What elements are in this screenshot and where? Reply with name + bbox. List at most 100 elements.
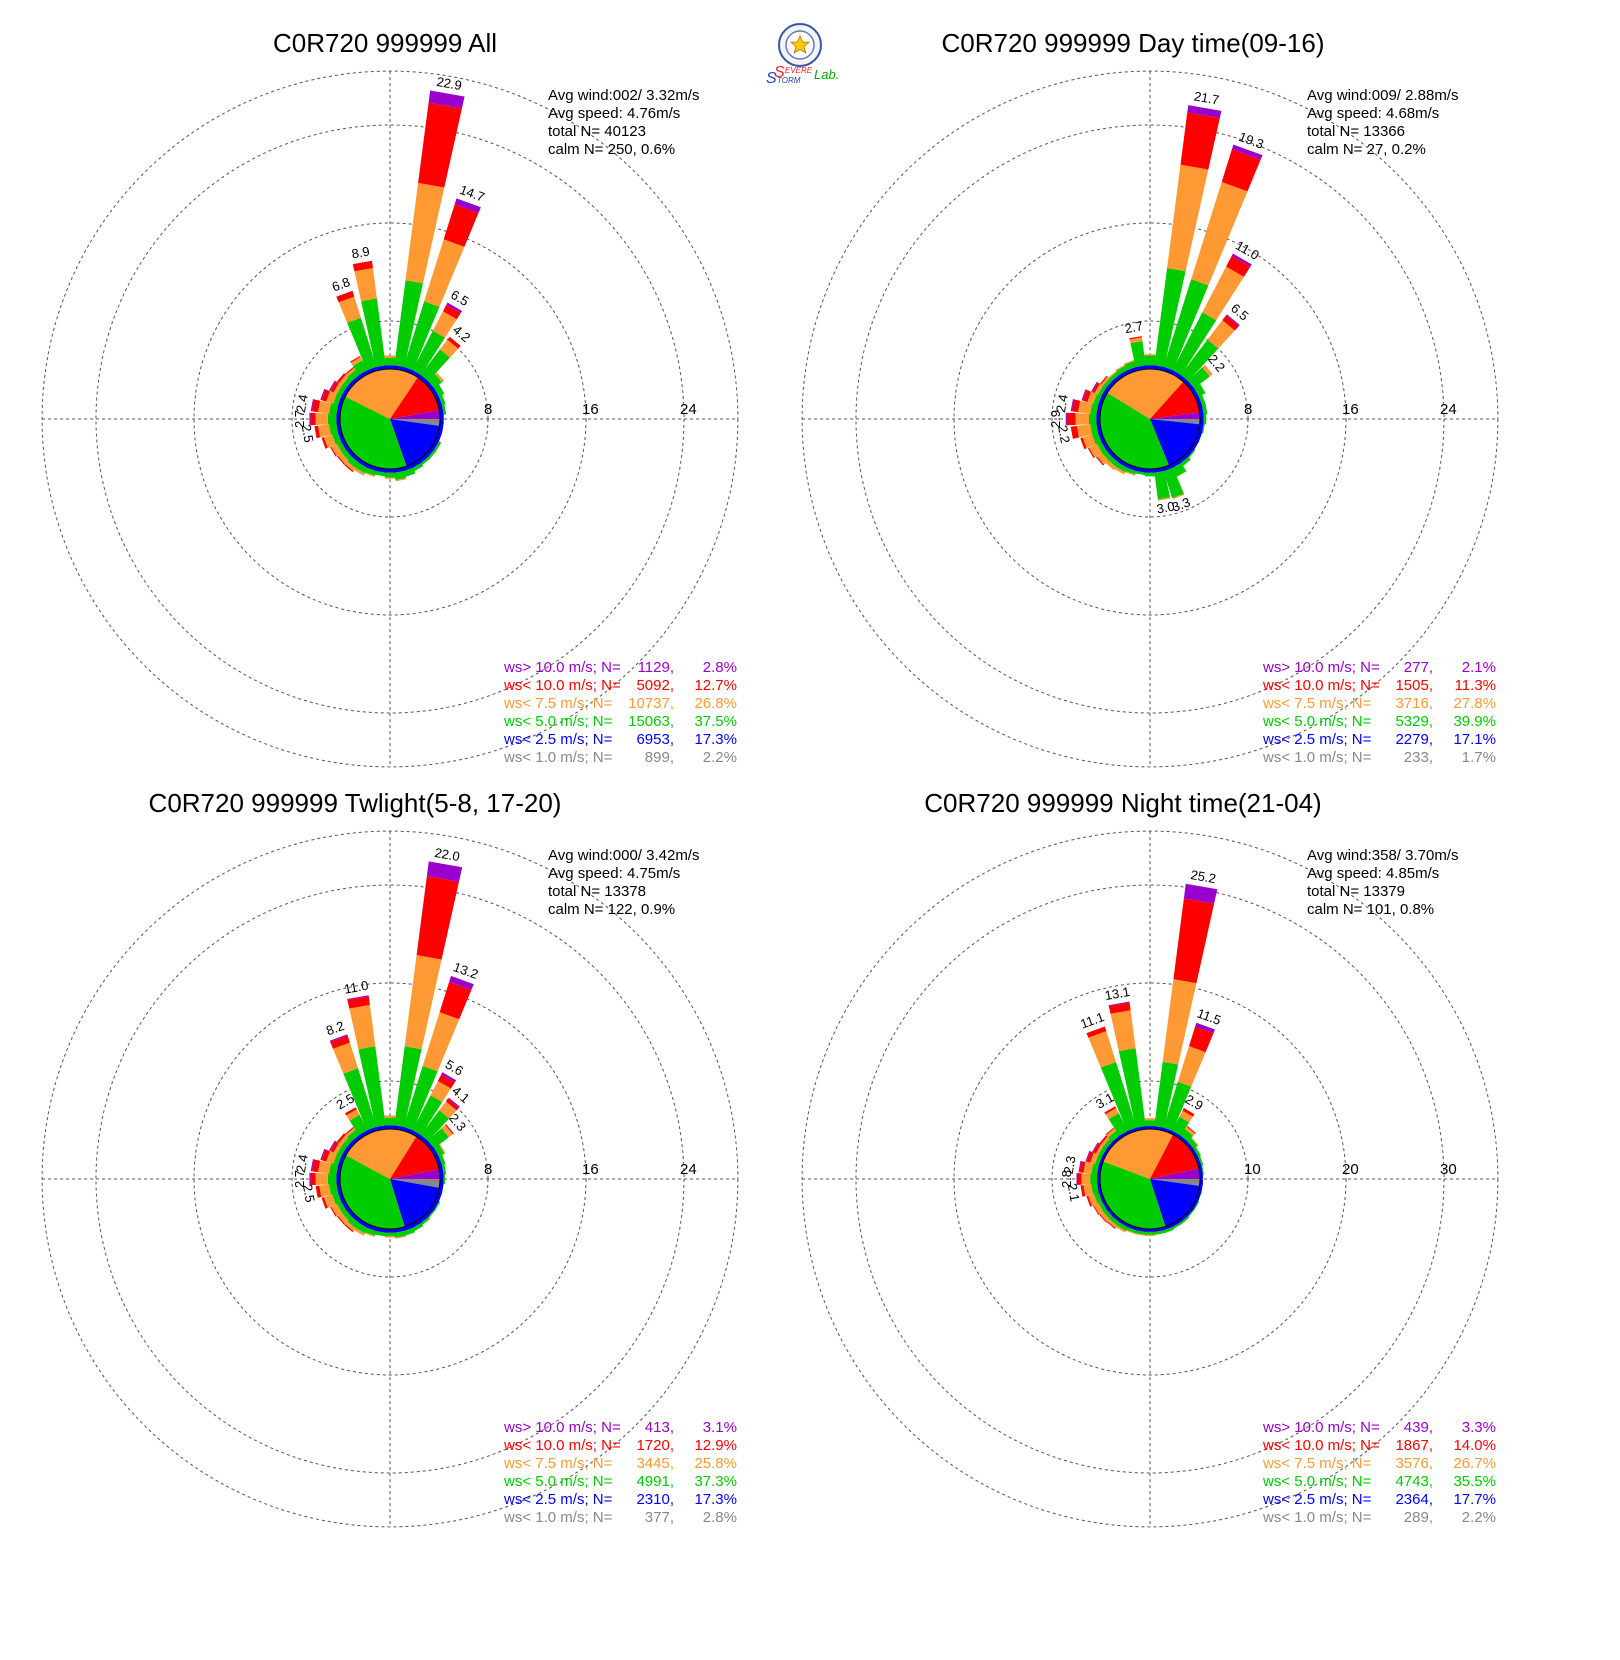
bar-segment xyxy=(1091,381,1098,392)
bar-segment xyxy=(1172,1222,1182,1230)
bar-segment xyxy=(329,1140,336,1151)
bar-segment xyxy=(402,464,414,472)
direction-bar-320 xyxy=(1105,1127,1122,1144)
bar-segment xyxy=(336,385,346,397)
bar-segment xyxy=(1185,380,1195,391)
bar-segment xyxy=(1195,395,1203,407)
pie-slice xyxy=(1150,1179,1200,1186)
bar-segment xyxy=(354,268,377,302)
direction-bar-300 xyxy=(1092,1142,1110,1159)
pie-slice xyxy=(390,1179,440,1188)
direction-bar-10: 21.7 xyxy=(1153,88,1222,371)
direction-bar-290 xyxy=(320,1148,345,1167)
bar-segment xyxy=(1163,1081,1192,1131)
direction-bar-300 xyxy=(329,1140,350,1159)
bar-segment xyxy=(384,1118,396,1126)
legend-count: 1505, xyxy=(1395,677,1433,694)
direction-bar-350: 11.0 xyxy=(343,978,387,1131)
bar-segment xyxy=(430,1199,439,1211)
pie-slice xyxy=(390,1169,440,1179)
bar-segment xyxy=(1226,255,1251,277)
bar-segment xyxy=(341,1147,350,1159)
direction-bar-290 xyxy=(320,388,345,407)
bar-segment xyxy=(1183,883,1218,904)
bar-segment xyxy=(320,388,326,401)
bar-segment xyxy=(1104,1106,1117,1115)
bar-segment xyxy=(424,239,465,307)
bar-segment xyxy=(1096,441,1106,453)
bar-segment xyxy=(422,1012,460,1072)
bar-segment xyxy=(432,311,457,338)
bar-segment xyxy=(1127,1224,1138,1231)
bar-segment xyxy=(1201,1164,1204,1175)
bar-segment xyxy=(1085,1150,1091,1162)
bar-segment xyxy=(321,437,328,449)
bar-segment xyxy=(448,1097,460,1108)
direction-bar-350: 8.9 xyxy=(350,243,387,371)
grid-ring xyxy=(953,222,1347,616)
legend-count: 289, xyxy=(1404,1509,1433,1526)
direction-bar-330: 3.1 xyxy=(1093,1090,1130,1139)
bar-segment xyxy=(321,389,330,402)
bar-segment xyxy=(309,1172,311,1186)
bar-segment xyxy=(347,456,360,469)
bar-segment xyxy=(337,1155,345,1167)
bar-segment xyxy=(1145,1229,1155,1232)
legend-label: ws> 10.0 m/s; N= xyxy=(1262,659,1380,676)
bar-segment xyxy=(1092,382,1100,394)
bar-segment xyxy=(1090,1152,1099,1165)
stat-line: total N= 40123 xyxy=(548,123,646,140)
pie-outline xyxy=(1099,1128,1201,1230)
bar-segment xyxy=(1101,439,1110,451)
pie-outline xyxy=(1099,368,1201,470)
bar-segment xyxy=(329,380,336,391)
bar-segment xyxy=(349,1114,368,1135)
bar-segment xyxy=(1178,1214,1188,1223)
ring-label: 8 xyxy=(484,1161,492,1178)
direction-bar-260: 2.5 xyxy=(299,422,342,444)
bar-segment xyxy=(385,1125,395,1129)
bar-segment xyxy=(1095,1144,1104,1155)
bar-segment xyxy=(420,349,450,382)
bar-segment xyxy=(1187,105,1222,119)
bar-segment xyxy=(441,1072,457,1083)
direction-bar-300 xyxy=(1091,381,1110,399)
bar-segment xyxy=(358,1046,386,1127)
bar-segment xyxy=(318,1160,331,1174)
bar-segment xyxy=(430,387,439,399)
bar-segment xyxy=(412,1095,443,1135)
bar-segment xyxy=(336,373,346,384)
bar-segment xyxy=(430,1081,451,1102)
bar-segment xyxy=(366,1126,378,1134)
legend-label: ws< 10.0 m/s; N= xyxy=(503,677,621,694)
legend-count: 3576, xyxy=(1395,1455,1433,1472)
polar-grid xyxy=(801,830,1499,1528)
legend-count: 3445, xyxy=(636,1455,674,1472)
bar-segment xyxy=(1124,359,1135,365)
legend-label: ws< 10.0 m/s; N= xyxy=(1262,677,1380,694)
bar-segment xyxy=(1093,1203,1104,1215)
bar-segment xyxy=(428,90,465,109)
grid-ring xyxy=(855,124,1445,714)
legend-count: 15063, xyxy=(628,713,674,730)
bar-segment xyxy=(310,399,315,412)
windrose-panel-4: 10 20 30 C0R720 999999 Night time(21-04) Avg… xyxy=(801,788,1499,1528)
bar-segment xyxy=(336,414,340,424)
stat-line: Avg wind:358/ 3.70m/s xyxy=(1307,847,1458,864)
bar-segment xyxy=(440,414,444,424)
speed-legend: ws> 10.0 m/s; N= 413, 3.1% ws< 10.0 m/s; N=… xyxy=(503,1419,737,1526)
direction-bar-10: 25.2 xyxy=(1153,867,1218,1131)
bar-segment xyxy=(1082,389,1092,403)
bar-label: 2.9 xyxy=(1048,410,1063,428)
logo-s-storm: S xyxy=(766,70,777,87)
bar-segment xyxy=(427,1128,449,1149)
bar-segment xyxy=(1129,337,1143,344)
speed-pie xyxy=(339,368,441,470)
legend-count: 6953, xyxy=(636,731,674,748)
bar-segment xyxy=(337,452,349,464)
bar-segment xyxy=(1101,387,1110,399)
bar-segment xyxy=(425,447,435,458)
speed-legend: ws> 10.0 m/s; N= 439, 3.3% ws< 10.0 m/s; N=… xyxy=(1262,1419,1496,1526)
bar-segment xyxy=(355,1223,368,1234)
bar-segment xyxy=(1099,1135,1108,1145)
